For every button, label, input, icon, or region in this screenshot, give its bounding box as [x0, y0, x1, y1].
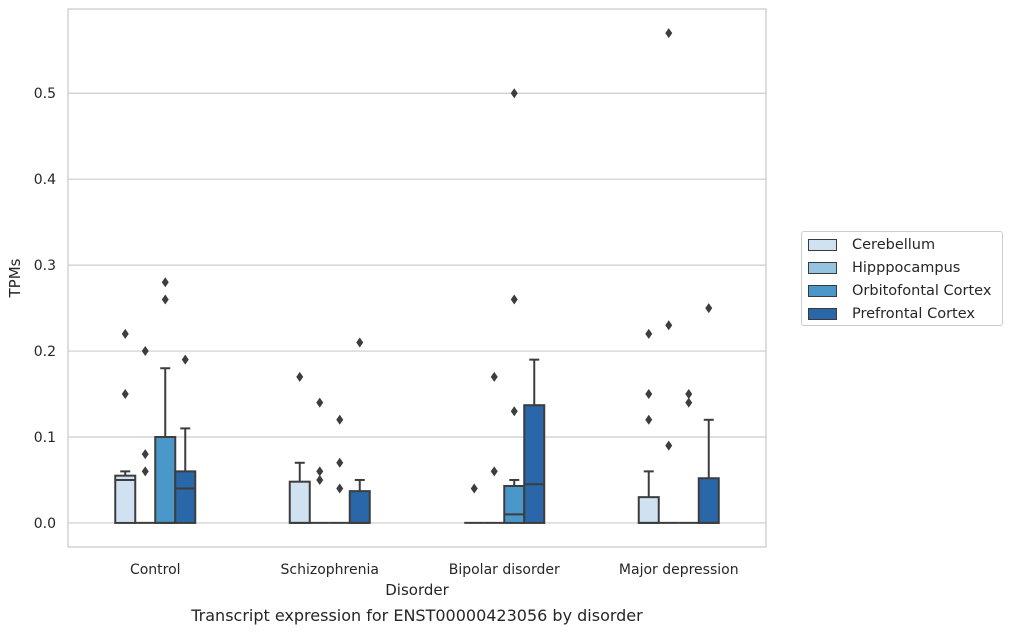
outlier-point	[705, 303, 713, 314]
x-axis-label: Disorder	[385, 581, 449, 599]
y-tick-label: 0.5	[34, 86, 56, 102]
outlier-point	[490, 466, 498, 477]
legend-item: Hipppocampus	[808, 258, 960, 278]
outlier-point	[685, 389, 693, 400]
box-series	[114, 28, 720, 524]
box-hipppocampus	[135, 346, 156, 524]
outlier-point	[161, 277, 169, 288]
legend-label: Orbitofontal Cortex	[852, 283, 992, 299]
box-body	[503, 484, 526, 524]
outlier-point	[141, 449, 149, 460]
box-cerebellum	[637, 328, 660, 524]
tick-labels: 0.0 0.1 0.2 0.3 0.4 0.5 Control Schizophrenia Bi…	[34, 86, 739, 578]
outlier-point	[316, 474, 324, 485]
legend-swatch	[808, 285, 837, 297]
x-tick-label: Major depression	[619, 562, 739, 578]
outlier-point	[336, 457, 344, 468]
box-prefrontal-cortex	[697, 303, 720, 524]
outlier-point	[645, 414, 653, 425]
box-cerebellum	[464, 483, 485, 524]
outlier-point	[645, 389, 653, 400]
y-axis-label: TPMs	[6, 258, 24, 298]
outlier-point	[470, 483, 478, 494]
outlier-point	[336, 483, 344, 494]
box-body	[637, 496, 660, 524]
legend-label: Hipppocampus	[852, 260, 961, 276]
box-body	[288, 480, 311, 524]
y-tick-label: 0.4	[34, 172, 56, 188]
legend-swatch	[808, 262, 837, 274]
plot-area-frame	[67, 8, 767, 548]
box-hipppocampus	[484, 371, 505, 524]
outlier-point	[510, 294, 518, 305]
outlier-point	[490, 371, 498, 382]
outlier-point	[121, 389, 129, 400]
x-tick-label: Bipolar disorder	[449, 562, 560, 578]
outlier-point	[316, 466, 324, 477]
outlier-point	[296, 371, 304, 382]
y-tick-label: 0.3	[34, 258, 56, 274]
box-body	[154, 435, 177, 524]
outlier-point	[141, 346, 149, 357]
y-tick-label: 0.2	[34, 344, 56, 360]
legend-swatch	[808, 239, 837, 251]
outlier-point	[161, 294, 169, 305]
outlier-point	[510, 406, 518, 417]
box-cerebellum	[114, 328, 137, 524]
outlier-point	[336, 414, 344, 425]
legend-swatch	[808, 308, 837, 320]
box-body	[523, 404, 546, 524]
legend-item: Orbitofontal Cortex	[808, 281, 991, 301]
outlier-point	[356, 337, 364, 348]
legend-label: Cerebellum	[852, 237, 936, 253]
outlier-point	[665, 440, 673, 451]
box-prefrontal-cortex	[523, 358, 546, 524]
box-orbitofontal-cortex	[503, 88, 526, 524]
legend: Cerebellum Hipppocampus Orbitofontal Corte…	[801, 231, 1003, 326]
outlier-point	[685, 397, 693, 408]
box-orbitofontal-cortex	[154, 277, 177, 524]
box-body	[174, 470, 197, 524]
outlier-point	[665, 28, 673, 39]
x-tick-label: Schizophrenia	[281, 562, 379, 578]
outlier-point	[665, 320, 673, 331]
legend-item: Cerebellum	[808, 235, 935, 255]
box-orbitofontal-cortex	[678, 389, 699, 524]
box-hipppocampus	[658, 28, 679, 524]
box-body	[348, 490, 371, 524]
legend-item: Prefrontal Cortex	[808, 304, 975, 324]
outlier-point	[510, 88, 518, 99]
outlier-point	[645, 328, 653, 339]
legend-label: Prefrontal Cortex	[852, 306, 975, 322]
y-tick-label: 0.0	[34, 516, 56, 532]
box-orbitofontal-cortex	[329, 414, 350, 524]
box-body	[114, 474, 137, 524]
box-prefrontal-cortex	[348, 337, 371, 524]
x-tick-label: Control	[130, 562, 181, 578]
outlier-point	[141, 466, 149, 477]
y-tick-label: 0.1	[34, 430, 56, 446]
box-hipppocampus	[309, 397, 330, 524]
box-cerebellum	[288, 371, 311, 524]
chart-caption: Transcript expression for ENST0000042305…	[191, 606, 643, 625]
box-body	[697, 477, 720, 524]
outlier-point	[316, 397, 324, 408]
outlier-point	[121, 328, 129, 339]
box-prefrontal-cortex	[174, 354, 197, 524]
outlier-point	[181, 354, 189, 365]
